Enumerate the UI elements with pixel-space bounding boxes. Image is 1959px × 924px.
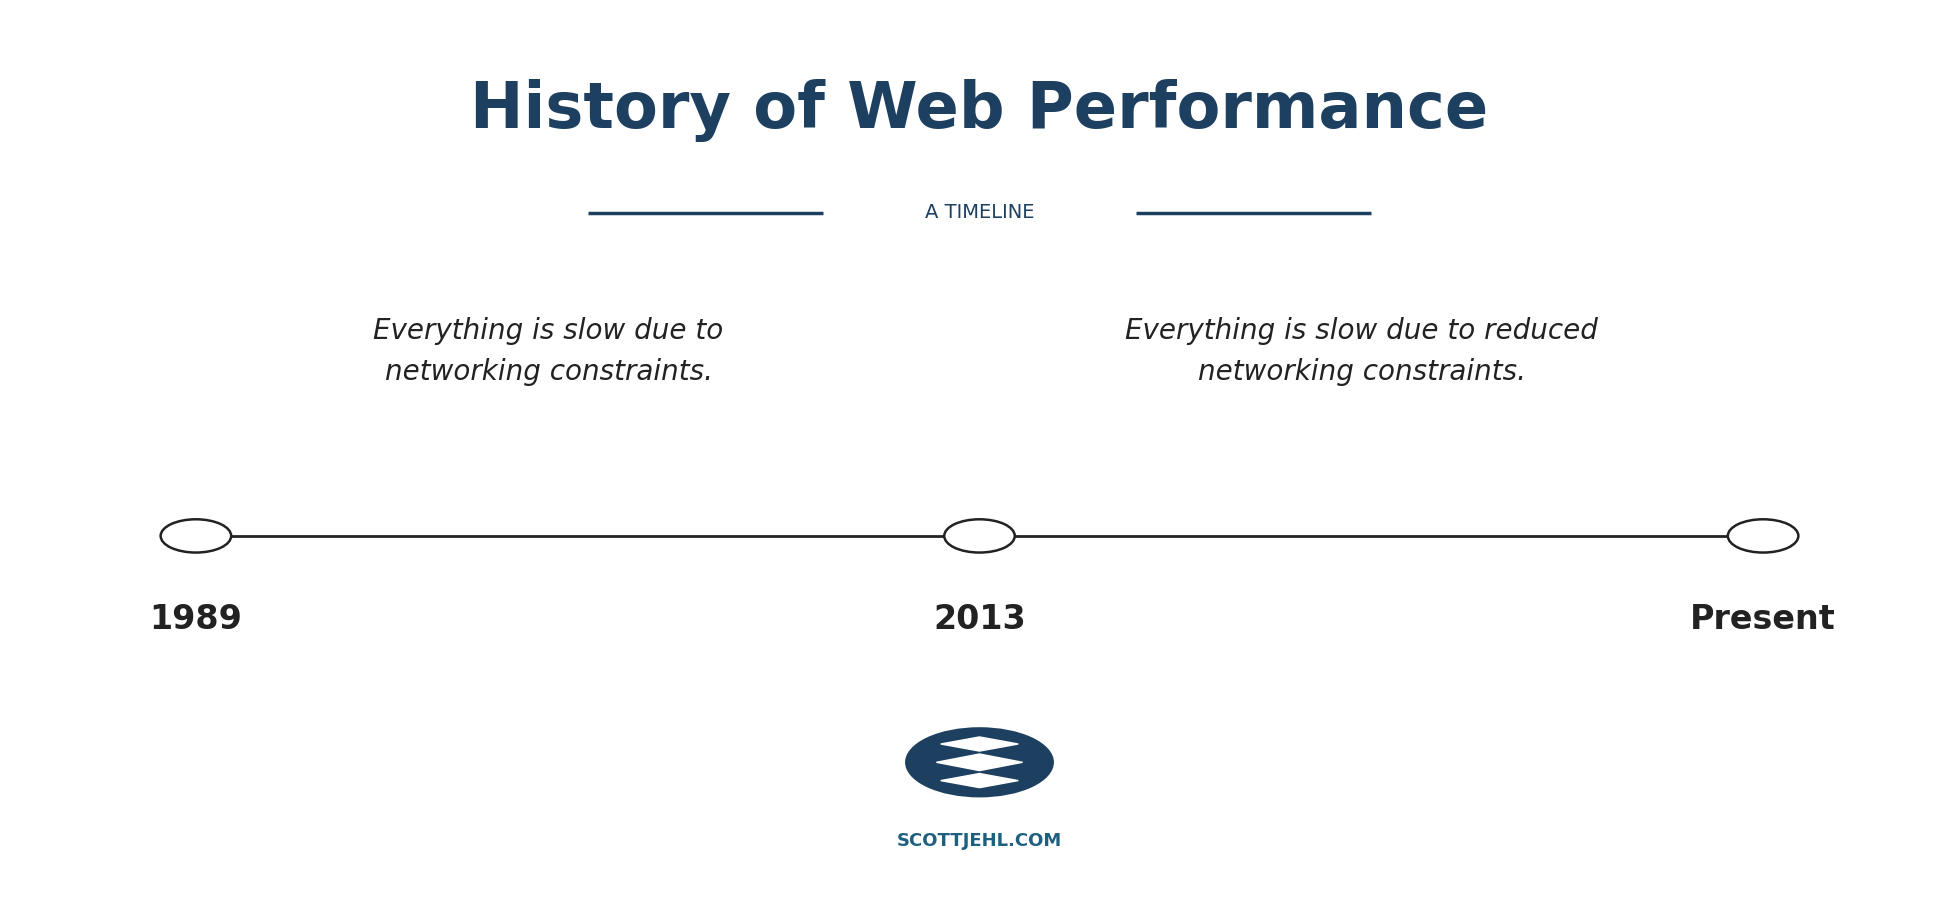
Circle shape — [905, 727, 1054, 797]
Text: 2013: 2013 — [932, 602, 1027, 636]
Text: 1989: 1989 — [149, 602, 243, 636]
Text: SCOTTJEHL.COM: SCOTTJEHL.COM — [897, 832, 1062, 850]
Circle shape — [161, 519, 231, 553]
Text: A TIMELINE: A TIMELINE — [925, 203, 1034, 222]
Polygon shape — [940, 773, 1019, 787]
Text: History of Web Performance: History of Web Performance — [470, 79, 1489, 142]
Circle shape — [1728, 519, 1798, 553]
Text: Everything is slow due to reduced
networking constraints.: Everything is slow due to reduced networ… — [1124, 317, 1599, 385]
Text: Everything is slow due to
networking constraints.: Everything is slow due to networking con… — [374, 317, 723, 385]
Circle shape — [944, 519, 1015, 553]
Polygon shape — [936, 754, 1023, 771]
Polygon shape — [940, 737, 1019, 751]
Text: Present: Present — [1691, 602, 1836, 636]
